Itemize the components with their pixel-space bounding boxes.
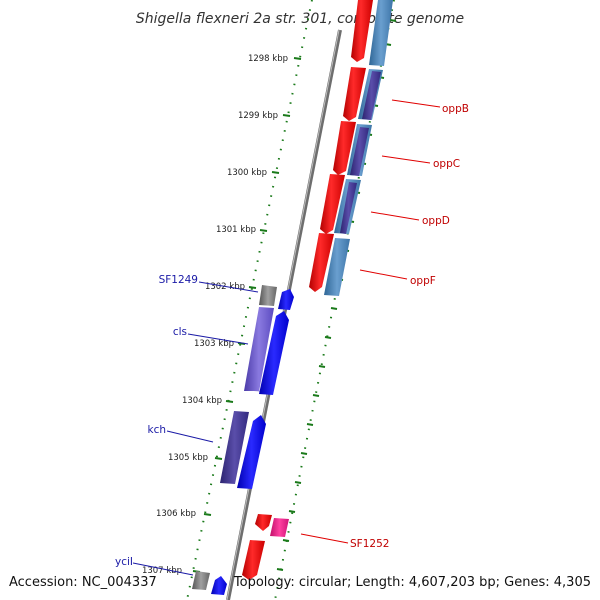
tick-label: 1303 kbp xyxy=(194,339,234,349)
scale-dotted-line-left xyxy=(186,0,313,600)
accession-text: Accession: NC_004337 xyxy=(9,575,157,590)
gene-label-oppF: oppF xyxy=(410,275,436,287)
hit-track xyxy=(324,0,393,296)
gene-label-SF1252: SF1252 xyxy=(350,538,389,550)
cds-feature-kch xyxy=(237,415,266,489)
hit-block-slate xyxy=(362,71,381,120)
gene-label-oppD: oppD xyxy=(422,215,450,227)
cds-feature-oppC xyxy=(333,121,356,175)
cds-feature-oppB xyxy=(343,67,366,121)
cds-feature-lower xyxy=(242,540,265,580)
cds-feature-SF1249 xyxy=(278,289,294,310)
gene-label-oppB: oppB xyxy=(442,103,469,115)
map-title: Shigella flexneri 2a str. 301, complete … xyxy=(136,11,464,27)
forward-cds-features xyxy=(242,0,373,580)
hit-feature-cls xyxy=(244,307,274,392)
reverse-features xyxy=(192,285,294,595)
cds-feature-oppD xyxy=(320,174,345,234)
cds-feature-yciI xyxy=(211,576,227,595)
tick-label: 1307 kbp xyxy=(142,566,182,576)
magenta-feature-SF1252 xyxy=(270,518,289,537)
gene-label-yciI: yciI xyxy=(115,556,133,568)
label-connectors xyxy=(132,99,441,576)
hit-block xyxy=(324,238,350,296)
tick-label: 1299 kbp xyxy=(238,111,278,121)
hit-block xyxy=(369,0,393,66)
tick-label: 1298 kbp xyxy=(248,54,288,64)
tick-label: 1300 kbp xyxy=(227,168,267,178)
tick-label: 1305 kbp xyxy=(168,453,208,463)
tick-labels: 1298 kbp 1299 kbp 1300 kbp 1301 kbp 1302… xyxy=(142,54,288,576)
tick-label: 1301 kbp xyxy=(216,225,256,235)
gray-feature-SF1249 xyxy=(259,285,277,306)
tick-label: 1302 kbp xyxy=(205,282,245,292)
hit-block-slate xyxy=(340,182,357,234)
tick-label: 1306 kbp xyxy=(156,509,196,519)
tick-label: 1304 kbp xyxy=(182,396,222,406)
gene-label-kch: kch xyxy=(147,424,166,436)
gene-label-SF1249: SF1249 xyxy=(159,274,198,286)
cds-feature-cls xyxy=(259,311,289,395)
hit-feature-kch xyxy=(220,411,249,484)
cds-feature-SF1252-a xyxy=(255,514,272,531)
hit-block-slate xyxy=(350,127,369,176)
genome-summary-text: Topology: circular; Length: 4,607,203 bp… xyxy=(233,575,591,590)
cds-feature-oppF xyxy=(309,233,334,292)
tick-marks xyxy=(192,57,302,573)
gene-label-oppC: oppC xyxy=(433,158,460,170)
gray-feature-yciI xyxy=(192,571,210,590)
gene-labels: oppB oppC oppD oppF SF1252 SF1249 cls kc… xyxy=(115,103,469,568)
gene-label-cls: cls xyxy=(173,326,187,338)
cds-feature-top xyxy=(351,0,373,62)
